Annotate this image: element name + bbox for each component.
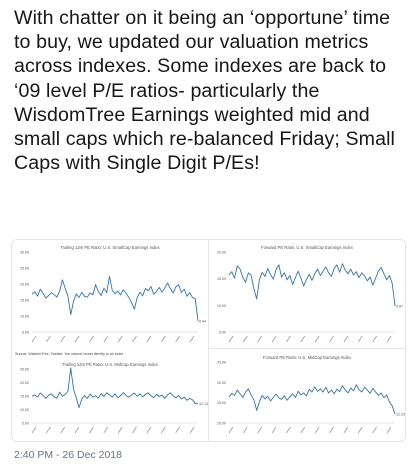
x-tick-mark xyxy=(228,335,234,343)
x-tick-mark xyxy=(175,335,180,343)
y-tick-label: 25.00 xyxy=(20,267,29,271)
x-tick-mark xyxy=(46,335,51,343)
y-tick-label: 20.00 xyxy=(217,251,226,255)
x-tick-mark xyxy=(329,426,334,434)
x-tick-mark xyxy=(357,426,363,434)
x-tick-mark xyxy=(160,426,166,434)
x-tick-mark xyxy=(228,426,234,434)
y-tick-label: 5.00 xyxy=(219,331,226,335)
y-tick-label: 10.00 xyxy=(20,315,29,319)
y-tick-label: 25.00 xyxy=(217,361,226,365)
y-tick-label: 15.00 xyxy=(217,401,226,405)
x-tick-mark xyxy=(146,335,152,343)
y-tick-label: 15.00 xyxy=(217,277,226,281)
x-tick-mark xyxy=(60,335,66,343)
x-tick-mark xyxy=(132,426,137,434)
x-tick-mark xyxy=(146,426,152,434)
x-tick-mark xyxy=(286,335,291,343)
x-tick-mark xyxy=(314,426,320,434)
chart-trailing-pe-midcap: Trailing 12m PE Ratio: U.S. MidCap Earni… xyxy=(12,357,208,441)
y-tick-label: 10.00 xyxy=(217,422,226,426)
x-tick-mark xyxy=(243,426,248,434)
x-tick-mark xyxy=(386,426,392,434)
y-tick-label: 20.00 xyxy=(20,283,29,287)
x-tick-mark xyxy=(89,426,94,434)
x-tick-mark xyxy=(300,335,306,343)
x-tick-mark xyxy=(257,426,263,434)
series-line xyxy=(31,275,199,322)
tweet-text: With chatter on it being an ‘opportune’ … xyxy=(14,7,395,175)
x-tick-mark xyxy=(103,335,109,343)
end-value-label: 8.44 xyxy=(199,319,206,323)
x-tick-mark xyxy=(372,426,377,434)
y-tick-label: 5.00 xyxy=(22,422,29,426)
x-tick-mark xyxy=(160,335,166,343)
x-tick-mark xyxy=(117,426,123,434)
chart-title: Forward PE Ratio: U.S. SmallCap Earnings… xyxy=(261,245,353,250)
x-tick-mark xyxy=(286,426,291,434)
x-tick-mark xyxy=(31,335,37,343)
vertical-divider xyxy=(208,240,209,441)
chart-forward-pe-smallcap: Forward PE Ratio: U.S. SmallCap Earnings… xyxy=(209,240,405,350)
y-tick-label: 10.00 xyxy=(20,408,29,412)
horizontal-divider xyxy=(209,348,405,349)
x-tick-mark xyxy=(175,426,180,434)
end-value-label: 9.87 xyxy=(396,305,403,309)
x-tick-mark xyxy=(386,335,392,343)
x-tick-mark xyxy=(46,426,51,434)
x-tick-mark xyxy=(257,335,263,343)
x-tick-mark xyxy=(31,426,37,434)
y-tick-label: 15.00 xyxy=(20,395,29,399)
x-tick-mark xyxy=(89,335,94,343)
x-tick-mark xyxy=(314,335,320,343)
x-tick-mark xyxy=(103,426,109,434)
x-tick-mark xyxy=(329,335,334,343)
x-tick-mark xyxy=(60,426,66,434)
x-tick-mark xyxy=(189,426,195,434)
tweet-timestamp[interactable]: 2:40 PM - 26 Dec 2018 xyxy=(14,449,122,461)
chart-title: Trailing 12m PE Ratio: U.S. SmallCap Ear… xyxy=(60,245,160,250)
source-note: Source: WisdomTree, Factset. You cannot … xyxy=(15,352,124,356)
y-tick-label: 10.00 xyxy=(217,304,226,308)
y-tick-label: 30.00 xyxy=(20,251,29,255)
y-tick-label: 5.00 xyxy=(22,331,29,335)
x-tick-mark xyxy=(343,335,349,343)
series-line xyxy=(31,367,199,409)
x-tick-mark xyxy=(117,335,123,343)
end-value-label: 12.23 xyxy=(396,412,405,416)
x-tick-mark xyxy=(74,335,80,343)
chart-title: Trailing 12m PE Ratio: U.S. MidCap Earni… xyxy=(62,362,158,367)
x-tick-mark xyxy=(343,426,349,434)
tweet-media-image[interactable]: Trailing 12m PE Ratio: U.S. SmallCap Ear… xyxy=(11,239,406,442)
x-tick-mark xyxy=(243,335,248,343)
x-tick-mark xyxy=(300,426,306,434)
x-tick-mark xyxy=(74,426,80,434)
chart-trailing-pe-smallcap: Trailing 12m PE Ratio: U.S. SmallCap Ear… xyxy=(12,240,208,350)
x-tick-mark xyxy=(357,335,363,343)
x-tick-mark xyxy=(271,426,277,434)
y-tick-label: 20.00 xyxy=(20,381,29,385)
end-value-label: 12.13 xyxy=(199,402,208,406)
x-tick-mark xyxy=(189,335,195,343)
y-tick-label: 20.00 xyxy=(217,381,226,385)
chart-forward-pe-midcap: Forward PE Ratio: U.S. MidCap Earnings I… xyxy=(209,350,405,441)
x-tick-mark xyxy=(372,335,377,343)
y-tick-label: 25.00 xyxy=(20,368,29,372)
x-tick-mark xyxy=(132,335,137,343)
x-tick-mark xyxy=(271,335,277,343)
y-tick-label: 15.00 xyxy=(20,299,29,303)
series-line xyxy=(228,384,396,415)
series-line xyxy=(228,263,396,307)
chart-title: Forward PE Ratio: U.S. MidCap Earnings I… xyxy=(262,355,352,360)
